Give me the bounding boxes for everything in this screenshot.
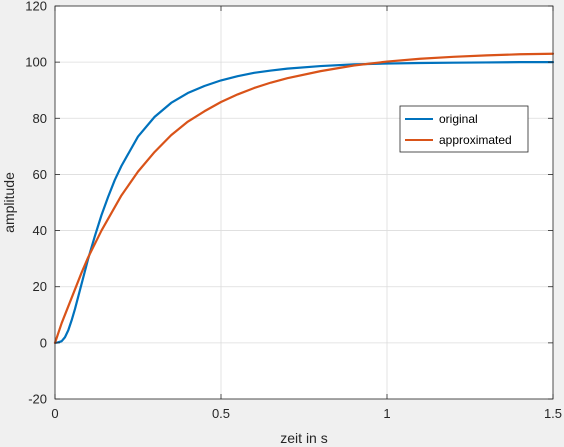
- legend-box: [399, 105, 529, 153]
- series-line-approximated: [53, 52, 555, 344]
- series-layer: [53, 52, 555, 344]
- y-tick-label: 80: [33, 111, 47, 126]
- x-axis-label: zeit in s: [280, 430, 327, 446]
- y-tick-label: 100: [25, 55, 47, 70]
- y-tick-label: -20: [28, 392, 47, 407]
- y-tick-label: 60: [33, 167, 47, 182]
- y-tick-label: 40: [33, 223, 47, 238]
- y-tick-label: 0: [40, 335, 47, 350]
- y-tick-label: 120: [25, 0, 47, 14]
- legend: original approximated: [399, 105, 529, 153]
- x-tick-label: 1: [383, 406, 390, 421]
- legend-label-approximated: approximated: [439, 133, 512, 147]
- series-line-original: [53, 61, 555, 344]
- plot-area: [55, 6, 553, 399]
- ticks: 0 0.5 1 1.5 -20 0 20 40 60 80 100 120: [25, 0, 562, 421]
- x-tick-label: 0: [51, 406, 58, 421]
- plot-border: [54, 5, 554, 400]
- y-tick-label: 20: [33, 279, 47, 294]
- legend-label-original: original: [439, 112, 478, 126]
- x-tick-label: 0.5: [212, 406, 230, 421]
- y-axis-label: amplitude: [1, 172, 17, 233]
- x-tick-label: 1.5: [544, 406, 562, 421]
